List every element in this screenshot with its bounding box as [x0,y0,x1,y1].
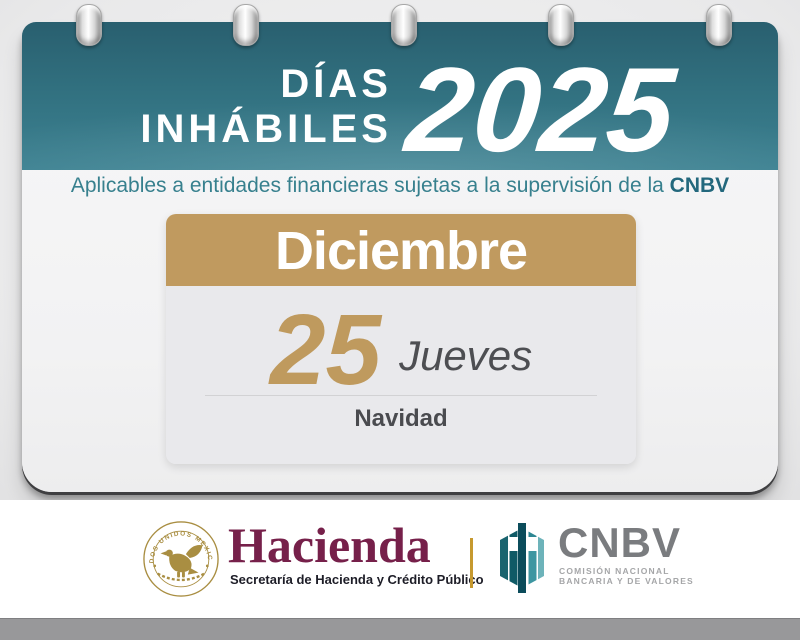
calendar-sheet: DÍAS INHÁBILES 2025 Aplicables a entidad… [22,22,778,492]
weekday-label: Jueves [399,332,533,379]
title-line-1: DÍAS [280,62,392,106]
day-divider [205,395,597,396]
binder-ring [233,4,259,46]
eagle-glyph [160,545,203,578]
month-card-header: Diciembre [166,214,636,286]
bottom-gray-strip [0,618,800,640]
month-label: Diciembre [274,221,528,281]
logo-divider [470,538,473,588]
hacienda-wordmark: Hacienda [228,517,431,573]
binder-ring [706,4,732,46]
day-row: 25 Jueves [166,300,636,400]
subtitle-prefix: Aplicables a entidades financieras sujet… [70,174,670,197]
binder-ring [76,4,102,46]
cnbv-subtitle-line2: BANCARIA Y DE VALORES [559,576,694,586]
hacienda-subtitle: Secretaría de Hacienda y Crédito Público [230,572,484,587]
cnbv-subtitle-line1: COMISIÓN NACIONAL [559,566,670,576]
subtitle-text: Aplicables a entidades financieras sujet… [22,172,778,199]
title-line-2: INHÁBILES [140,107,392,151]
year-label: 2025 [401,43,680,177]
month-card-body: 25 Jueves Navidad [166,286,636,464]
footer-bar: ESTADOS UNIDOS MEXICANOS Hacienda Secret… [0,500,800,618]
subtitle-cnbv: CNBV [669,174,730,197]
calendar-header-band [22,22,778,170]
mexico-eagle-seal-icon: ESTADOS UNIDOS MEXICANOS [142,520,219,597]
holiday-label: Navidad [354,405,448,432]
binder-ring [548,4,574,46]
page-title: DÍAS INHÁBILES [140,62,392,152]
day-number: 25 [269,294,382,406]
binder-ring [391,4,417,46]
cnbv-subtitle: COMISIÓN NACIONAL BANCARIA Y DE VALORES [559,566,694,586]
cnbv-wordmark: CNBV [558,519,682,566]
month-card: Diciembre 25 Jueves Navidad [166,214,636,464]
cnbv-logo-icon [500,523,544,593]
